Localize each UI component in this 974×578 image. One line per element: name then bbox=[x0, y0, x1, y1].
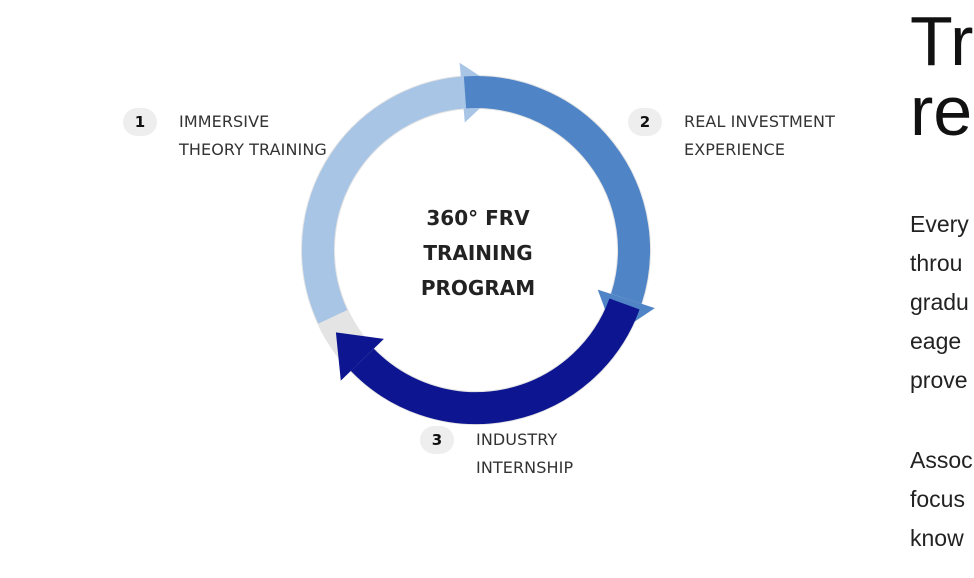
step-label-line: REAL INVESTMENT bbox=[684, 112, 835, 131]
program-title: 360° FRV TRAINING PROGRAM bbox=[380, 201, 576, 306]
side-text-panel: Tra re Every throu gradu eage prove Asso… bbox=[910, 0, 974, 578]
paragraph-line: know bbox=[910, 525, 964, 551]
step-industry-internship: 3 INDUSTRY INTERNSHIP bbox=[420, 426, 573, 482]
paragraph-line: Assoc bbox=[910, 447, 973, 473]
paragraph-line: prove bbox=[910, 367, 968, 393]
step-number-badge: 1 bbox=[123, 108, 157, 136]
segment-industry-internship bbox=[350, 298, 640, 425]
cycle-ring bbox=[301, 62, 655, 425]
paragraph-line: focus bbox=[910, 486, 965, 512]
paragraph-line: Every bbox=[910, 211, 969, 237]
step-number-badge: 2 bbox=[628, 108, 662, 136]
paragraph-line: throu bbox=[910, 250, 963, 276]
paragraph-line: eage bbox=[910, 328, 962, 354]
section-heading: Tra re bbox=[910, 6, 974, 146]
program-title-line: 360° FRV bbox=[426, 206, 530, 230]
program-title-line: TRAINING bbox=[423, 241, 533, 265]
step-label: IMMERSIVE THEORY TRAINING bbox=[179, 108, 327, 164]
step-label-line: EXPERIENCE bbox=[684, 140, 786, 159]
paragraph-line: gradu bbox=[910, 289, 969, 315]
arrowhead-industry-internship bbox=[335, 332, 384, 381]
step-label-line: INTERNSHIP bbox=[476, 458, 574, 477]
step-label: INDUSTRY INTERNSHIP bbox=[476, 426, 573, 482]
body-paragraph: Every throu gradu eage prove bbox=[910, 205, 969, 400]
program-title-line: PROGRAM bbox=[420, 276, 536, 300]
step-label-line: INDUSTRY bbox=[476, 430, 558, 449]
heading-line: Tra bbox=[910, 2, 974, 80]
body-paragraph: Assoc focus know bbox=[910, 441, 973, 558]
training-cycle-diagram: 360° FRV TRAINING PROGRAM 1 IMMERSIVE TH… bbox=[123, 62, 835, 482]
heading-line: re bbox=[910, 72, 973, 150]
step-number-badge: 3 bbox=[420, 426, 454, 454]
step-label-line: THEORY TRAINING bbox=[179, 140, 327, 159]
segment-real-investment bbox=[463, 76, 651, 304]
step-label: REAL INVESTMENT EXPERIENCE bbox=[684, 108, 835, 164]
step-immersive-theory-training: 1 IMMERSIVE THEORY TRAINING bbox=[123, 108, 327, 164]
step-label-line: IMMERSIVE bbox=[179, 112, 270, 131]
segment-immersive-theory bbox=[302, 76, 464, 324]
step-real-investment-experience: 2 REAL INVESTMENT EXPERIENCE bbox=[628, 108, 835, 164]
